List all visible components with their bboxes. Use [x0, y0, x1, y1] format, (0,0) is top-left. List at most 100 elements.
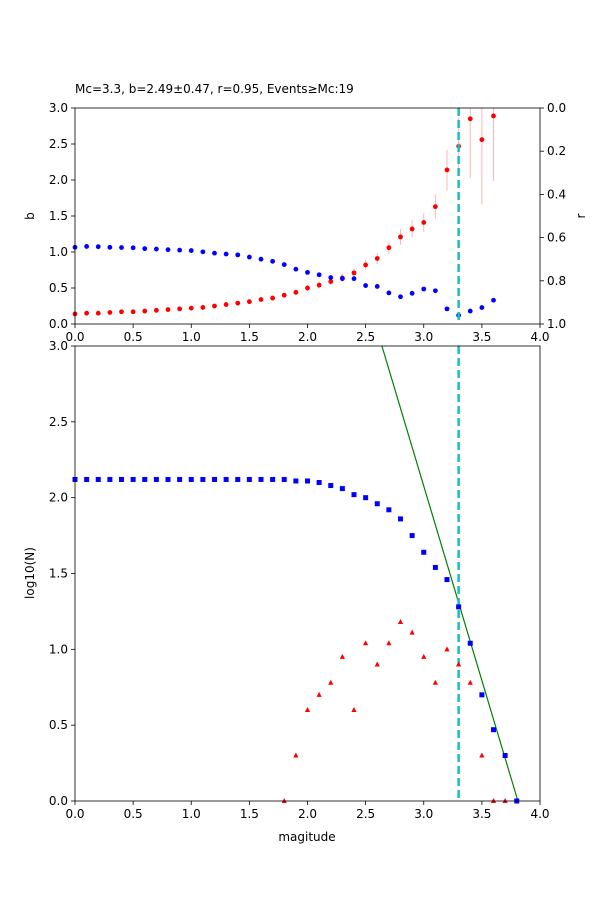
b-point — [328, 279, 334, 284]
noncumulative-point — [304, 707, 311, 712]
y-tick-label: 2.0 — [49, 173, 68, 187]
cumulative-point — [130, 476, 136, 482]
bottom-chart-axes: 0.0 0.5 1.0 1.5 2.0 2.5 3.0 3.5 4.0 0.0 0.5 1.0 1.5 2… — [49, 339, 550, 821]
b-point — [84, 310, 90, 316]
b-point — [142, 308, 148, 314]
top-chart-axes: 0.0 0.5 1.0 1.5 2.0 2.5 3.0 3.5 4.0 0.0 0.5 1.0 1.5 2… — [49, 101, 566, 344]
gr-fit-line — [381, 345, 519, 802]
cumulative-point — [374, 501, 380, 507]
r-point — [270, 258, 276, 264]
y-tick-label: 0.5 — [49, 718, 68, 732]
r-point — [316, 272, 322, 278]
x-tick-label: 1.0 — [182, 330, 201, 344]
noncumulative-point — [490, 798, 497, 803]
r-point — [421, 286, 427, 292]
b-point — [444, 167, 450, 173]
r-point — [235, 252, 241, 258]
b-point — [491, 113, 496, 119]
b-point — [270, 295, 276, 301]
r-point — [258, 256, 264, 262]
b-point — [223, 302, 229, 307]
r-point — [467, 308, 473, 314]
b-point — [467, 116, 473, 122]
noncumulative-point — [351, 707, 357, 712]
b-point — [246, 299, 252, 305]
r-point — [293, 266, 299, 272]
x-tick-label: 2.5 — [356, 330, 375, 344]
y-tick-label: 3.0 — [49, 101, 68, 115]
cumulative-point — [432, 564, 438, 570]
cumulative-point — [223, 476, 229, 482]
r-point — [119, 245, 124, 250]
cumulative-point — [177, 476, 183, 482]
cumulative-point — [328, 483, 334, 489]
b-point — [130, 309, 136, 315]
y-tick-label: 0.0 — [49, 794, 68, 808]
x-tick-label: 0.5 — [124, 330, 143, 344]
noncumulative-point — [293, 752, 299, 758]
noncumulative-point — [467, 679, 473, 685]
y-tick-label: 0.5 — [49, 281, 68, 295]
b-point — [212, 303, 217, 309]
noncumulative-point — [456, 661, 462, 667]
b-point — [119, 309, 124, 315]
b-point — [95, 310, 101, 316]
x-tick-label: 4.0 — [530, 330, 549, 344]
b-point — [409, 226, 415, 232]
x-tick-label: 3.0 — [414, 330, 433, 344]
y-right-tick-label: 1.0 — [547, 317, 566, 331]
cumulative-point — [421, 549, 427, 555]
y-tick-label: 1.0 — [49, 245, 68, 259]
y-tick-label: 3.0 — [49, 339, 68, 353]
cumulative-point — [119, 476, 124, 482]
r-point — [212, 250, 217, 256]
r-point — [351, 276, 357, 282]
cumulative-point — [107, 476, 113, 482]
cumulative-point — [235, 476, 241, 482]
r-point — [398, 294, 403, 300]
r-point — [386, 290, 392, 296]
r-point — [491, 297, 496, 303]
b-point — [398, 234, 403, 240]
noncumulative-point — [281, 798, 287, 803]
x-tick-label: 0.5 — [124, 807, 143, 821]
cumulative-point — [165, 476, 171, 482]
x-tick-label: 0.0 — [65, 330, 84, 344]
cumulative-point — [339, 486, 345, 492]
noncumulative-point — [316, 691, 322, 697]
r-point — [363, 283, 369, 288]
y-tick-label: 2.0 — [49, 491, 68, 505]
y-right-tick-label: 0.0 — [547, 101, 566, 115]
noncumulative-point — [409, 629, 415, 635]
x-tick-label: 0.0 — [65, 807, 84, 821]
x-tick-label: 2.0 — [298, 807, 317, 821]
b-point — [281, 292, 287, 298]
y-right-tick-label: 0.8 — [547, 274, 566, 288]
b-point — [374, 256, 380, 261]
r-point — [328, 275, 334, 280]
b-point — [363, 262, 369, 268]
noncumulative-point — [432, 679, 438, 685]
x-tick-label: 1.5 — [240, 807, 259, 821]
b-point — [316, 282, 322, 288]
cumulative-point — [456, 604, 462, 610]
b-point — [153, 307, 159, 313]
cumulative-point — [386, 507, 392, 513]
x-tick-label: 3.0 — [414, 807, 433, 821]
x-tick-label: 4.0 — [530, 807, 549, 821]
b-point — [200, 305, 206, 310]
x-tick-label: 3.5 — [472, 807, 491, 821]
r-point — [305, 269, 310, 275]
y-right-tick-label: 0.2 — [547, 144, 566, 158]
cumulative-point — [188, 476, 194, 482]
b-point — [165, 307, 171, 312]
cumulative-point — [142, 476, 148, 482]
y-right-tick-label: 0.6 — [547, 231, 566, 245]
x-tick-label: 1.0 — [182, 807, 201, 821]
b-point — [479, 137, 485, 143]
cumulative-point — [398, 516, 403, 522]
b-point — [421, 220, 427, 225]
cumulative-point — [246, 476, 252, 482]
b-point — [293, 289, 299, 295]
